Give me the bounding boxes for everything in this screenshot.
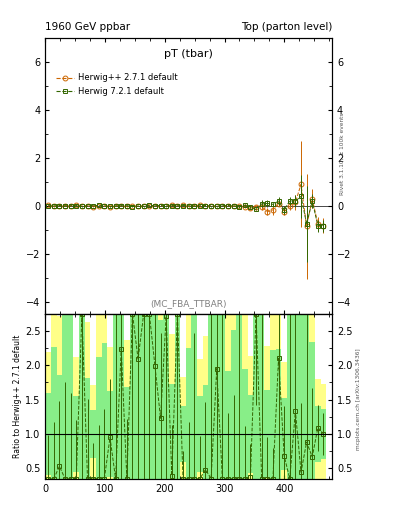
Legend: Herwig++ 2.7.1 default, Herwig 7.2.1 default: Herwig++ 2.7.1 default, Herwig 7.2.1 def… (52, 70, 181, 99)
Text: mcplots.cern.ch [arXiv:1306.3436]: mcplots.cern.ch [arXiv:1306.3436] (356, 349, 361, 450)
Text: Rivet 3.1.10, ≥ 100k events: Rivet 3.1.10, ≥ 100k events (340, 112, 345, 195)
Text: pT (tbar): pT (tbar) (164, 49, 213, 59)
Text: (MC_FBA_TTBAR): (MC_FBA_TTBAR) (151, 299, 227, 308)
Y-axis label: Ratio to Herwig++ 2.7.1 default: Ratio to Herwig++ 2.7.1 default (13, 334, 22, 458)
Text: 1960 GeV ppbar: 1960 GeV ppbar (45, 22, 130, 32)
Text: Top (parton level): Top (parton level) (241, 22, 332, 32)
